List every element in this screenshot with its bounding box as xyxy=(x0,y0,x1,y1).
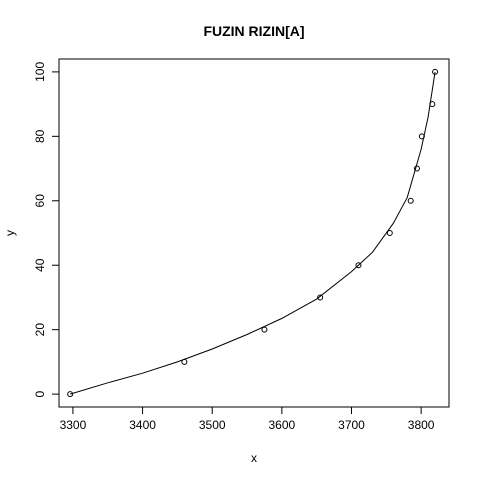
y-tick-label: 100 xyxy=(33,62,47,82)
y-axis: 0 20 40 60 80 100 xyxy=(33,62,59,397)
x-axis-label: x xyxy=(251,451,257,465)
data-point xyxy=(432,68,439,75)
y-axis-label: y xyxy=(3,230,17,236)
y-tick-label: 60 xyxy=(33,194,47,208)
data-point xyxy=(181,358,188,365)
data-point xyxy=(386,230,393,236)
y-tick-label: 20 xyxy=(33,323,47,337)
x-tick-label: 3800 xyxy=(408,418,435,432)
x-tick-label: 3600 xyxy=(269,418,296,432)
plot-frame xyxy=(58,58,450,408)
fit-curve xyxy=(69,71,436,395)
data-point xyxy=(418,133,425,140)
chart-title: FUZIN RIZIN[A] xyxy=(203,23,304,39)
y-tick-label: 0 xyxy=(33,390,47,397)
data-point xyxy=(355,262,362,269)
data-point xyxy=(413,165,420,172)
x-tick-label: 3300 xyxy=(60,418,87,432)
x-tick-label: 3400 xyxy=(129,418,156,432)
data-point xyxy=(261,326,268,333)
data-point xyxy=(67,391,74,398)
y-tick-label: 80 xyxy=(33,129,47,143)
x-axis: 3300 3400 3500 3600 3700 3800 xyxy=(60,407,435,432)
data-point xyxy=(407,197,414,204)
data-points xyxy=(67,68,439,398)
y-tick-label: 40 xyxy=(33,258,47,272)
data-point xyxy=(429,101,436,108)
x-tick-label: 3500 xyxy=(199,418,226,432)
x-tick-label: 3700 xyxy=(338,418,365,432)
data-point xyxy=(317,294,324,301)
